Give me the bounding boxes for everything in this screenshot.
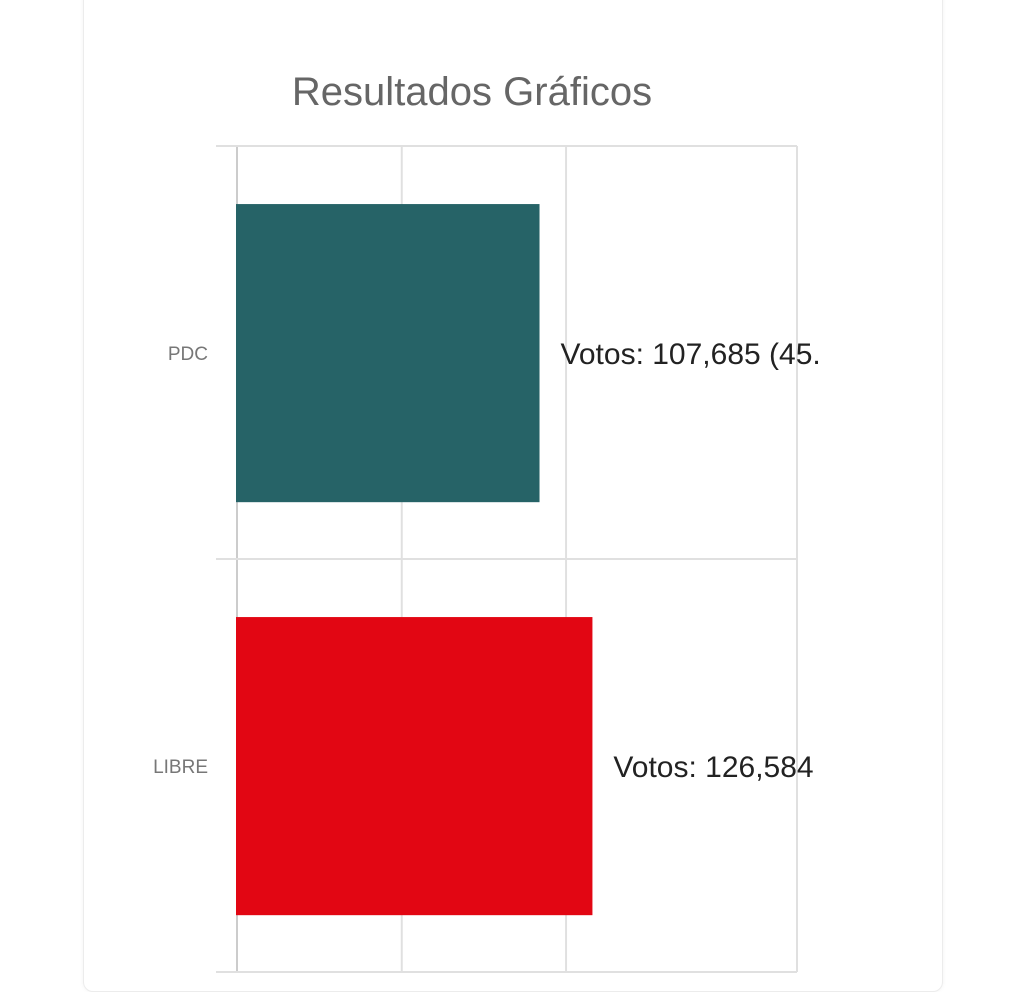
bar-pdc (236, 204, 540, 503)
bars (236, 204, 593, 916)
category-label: LIBRE (153, 757, 208, 778)
data-label: Votos: 107,685 (45. (561, 338, 821, 371)
bar-libre (236, 617, 593, 916)
data-label: Votos: 126,584 (613, 751, 813, 784)
chart-title: Resultados Gráficos (291, 70, 653, 114)
labels: PDC Votos: 107,685 (45. LIBRE Votos: 126,58… (153, 338, 821, 784)
category-label: PDC (168, 344, 208, 365)
